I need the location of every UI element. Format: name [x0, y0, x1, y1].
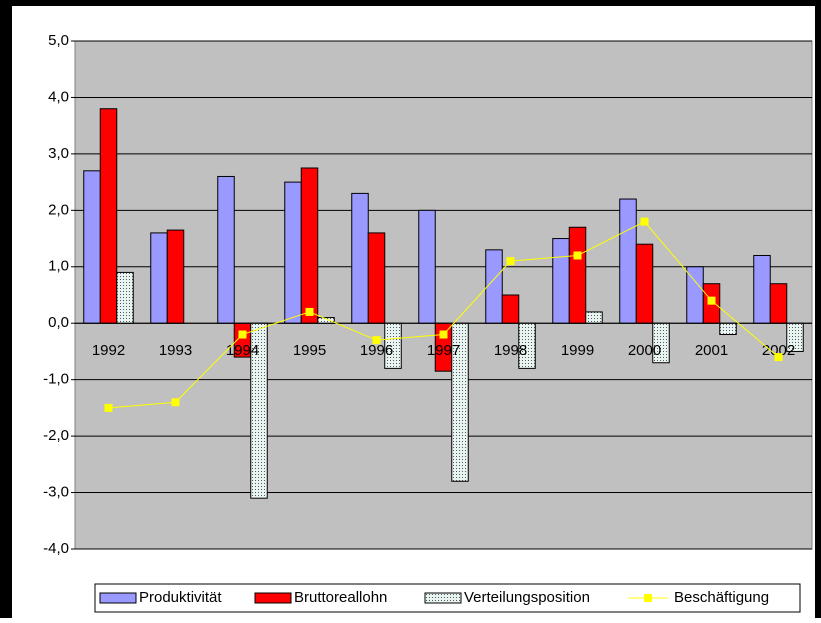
legend-swatch: [424, 592, 462, 604]
bar: [351, 192, 369, 324]
legend-label: Beschäftigung: [674, 589, 769, 606]
x-tick-label: 1993: [159, 342, 192, 359]
x-tick-label: 1994: [226, 342, 259, 359]
marker: [439, 330, 448, 339]
bar: [300, 167, 319, 324]
marker: [640, 217, 649, 226]
marker: [171, 398, 180, 407]
bar: [418, 209, 436, 324]
x-tick-label: 1998: [494, 342, 527, 359]
marker: [506, 257, 515, 266]
legend-label: Produktivität: [139, 589, 222, 606]
marker: [238, 330, 247, 339]
frame-top: [0, 0, 821, 6]
bar: [753, 254, 771, 324]
bar: [769, 283, 788, 324]
legend-marker: [644, 594, 652, 602]
bar: [585, 311, 603, 324]
y-tick-label: -3,0: [43, 484, 69, 501]
legend-swatch: [99, 592, 137, 604]
frame-right: [815, 0, 821, 618]
legend-swatch: [254, 592, 292, 604]
bar: [116, 271, 134, 324]
x-tick-label: 2000: [628, 342, 661, 359]
legend-label: Verteilungsposition: [464, 589, 590, 606]
bar: [635, 243, 654, 324]
bar: [217, 175, 235, 324]
bar: [284, 181, 302, 324]
y-tick-label: -2,0: [43, 427, 69, 444]
y-tick-label: 3,0: [48, 145, 69, 162]
legend-label: Bruttoreallohn: [294, 589, 387, 606]
marker: [774, 353, 783, 362]
bar: [552, 238, 570, 324]
marker: [305, 307, 314, 316]
bar: [99, 108, 118, 324]
y-tick-label: 5,0: [48, 32, 69, 49]
x-tick-label: 1997: [427, 342, 460, 359]
bar: [367, 232, 386, 324]
marker: [104, 403, 113, 412]
bar: [166, 229, 185, 324]
y-tick-label: 1,0: [48, 258, 69, 275]
marker: [372, 336, 381, 345]
bar: [619, 198, 637, 324]
bar: [485, 249, 503, 324]
marker: [573, 251, 582, 260]
y-tick-label: 2,0: [48, 201, 69, 218]
bar: [83, 170, 101, 324]
x-tick-label: 2001: [695, 342, 728, 359]
bar: [568, 226, 587, 324]
bar: [150, 232, 168, 324]
bar: [686, 266, 704, 324]
y-tick-label: -4,0: [43, 540, 69, 557]
y-tick-label: -1,0: [43, 371, 69, 388]
x-tick-label: 1996: [360, 342, 393, 359]
bar: [719, 322, 737, 336]
y-tick-label: 0,0: [48, 314, 69, 331]
x-tick-label: 1992: [92, 342, 125, 359]
x-tick-label: 1995: [293, 342, 326, 359]
frame-left: [0, 0, 12, 618]
y-tick-label: 4,0: [48, 88, 69, 105]
x-tick-label: 2002: [762, 342, 795, 359]
bar: [501, 294, 520, 324]
x-tick-label: 1999: [561, 342, 594, 359]
marker: [707, 296, 716, 305]
